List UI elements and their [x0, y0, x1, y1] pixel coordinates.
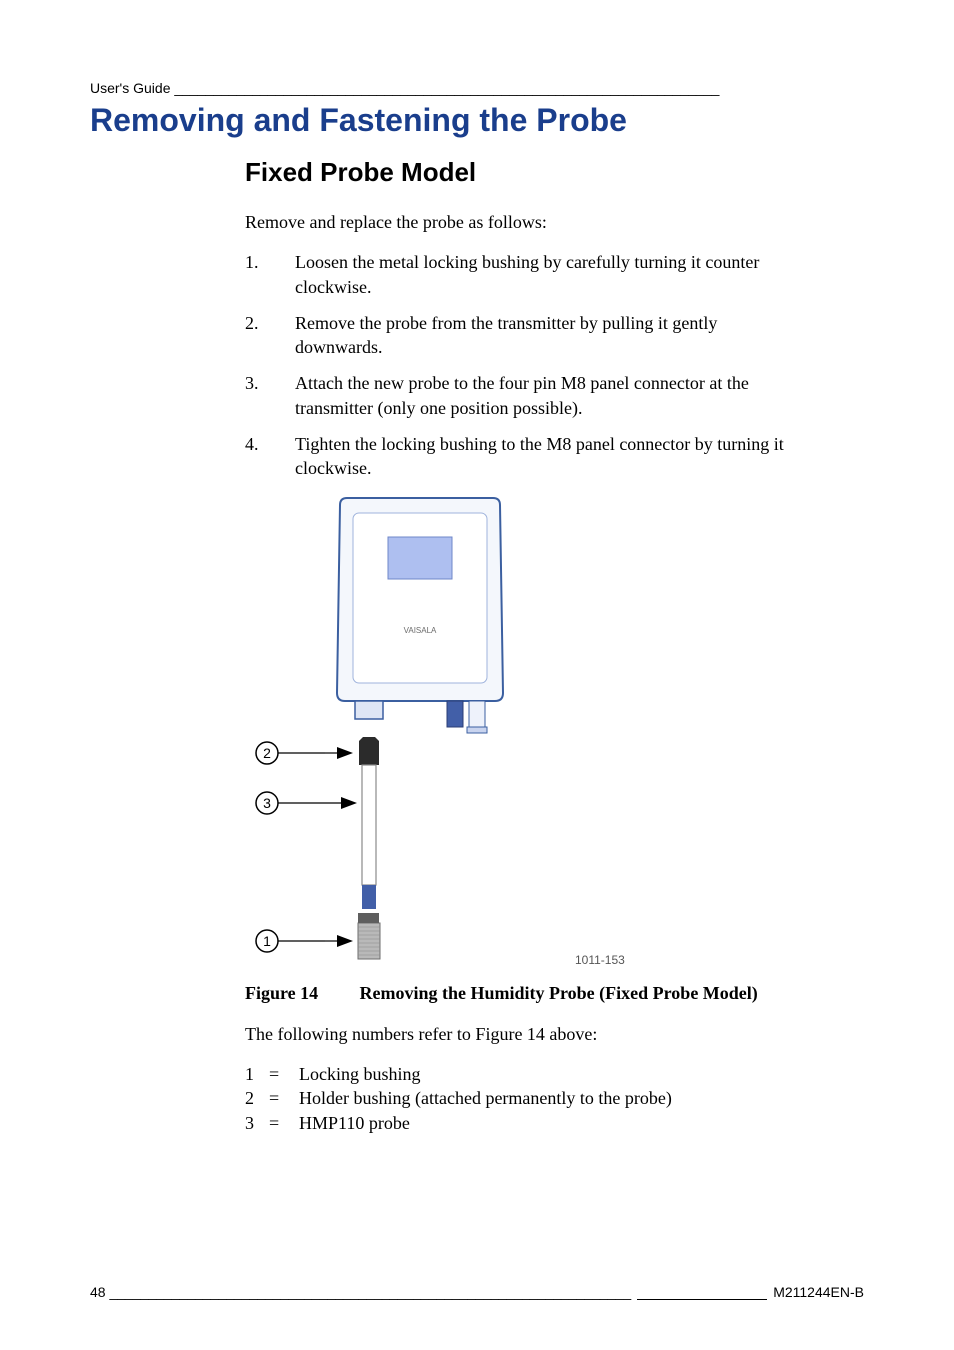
legend-text: Locking bushing — [299, 1062, 805, 1086]
svg-text:2: 2 — [263, 745, 271, 761]
callout-2: 2 — [256, 742, 353, 764]
legend-equals: = — [269, 1062, 299, 1086]
heading-2: Fixed Probe Model — [245, 157, 805, 188]
step-text: Tighten the locking bushing to the M8 pa… — [295, 432, 805, 481]
svg-text:3: 3 — [263, 795, 271, 811]
legend-item: 1 = Locking bushing — [245, 1062, 805, 1086]
doc-id: M211244EN-B — [767, 1284, 864, 1300]
legend-number: 3 — [245, 1111, 269, 1135]
legend-equals: = — [269, 1086, 299, 1110]
step-number: 1. — [245, 250, 295, 299]
step-number: 3. — [245, 371, 295, 420]
legend-text: HMP110 probe — [299, 1111, 805, 1135]
legend-item: 3 = HMP110 probe — [245, 1111, 805, 1135]
page-footer: 48 _____________________________________… — [90, 1299, 864, 1300]
step-item: 4. Tighten the locking bushing to the M8… — [245, 432, 805, 481]
step-item: 1. Loosen the metal locking bushing by c… — [245, 250, 805, 299]
figure-id: 1011-153 — [575, 953, 625, 967]
page: User's Guide ___________________________… — [0, 0, 954, 1350]
callout-3: 3 — [256, 792, 357, 814]
page-number: 48 _____________________________________… — [90, 1284, 637, 1300]
legend-number: 2 — [245, 1086, 269, 1110]
step-item: 2. Remove the probe from the transmitter… — [245, 311, 805, 360]
heading-1: Removing and Fastening the Probe — [90, 102, 864, 139]
body-content: Fixed Probe Model Remove and replace the… — [245, 157, 805, 1135]
figure-caption: Figure 14 Removing the Humidity Probe (F… — [245, 983, 805, 1004]
step-text: Remove the probe from the transmitter by… — [295, 311, 805, 360]
figure-caption-label: Figure 14 — [245, 983, 355, 1004]
step-item: 3. Attach the new probe to the four pin … — [245, 371, 805, 420]
legend-text: Holder bushing (attached permanently to … — [299, 1086, 805, 1110]
running-header: User's Guide ___________________________… — [90, 80, 864, 96]
legend-item: 2 = Holder bushing (attached permanently… — [245, 1086, 805, 1110]
svg-text:1: 1 — [263, 933, 271, 949]
callout-1: 1 — [256, 930, 353, 952]
steps-list: 1. Loosen the metal locking bushing by c… — [245, 250, 805, 480]
legend-number: 1 — [245, 1062, 269, 1086]
figure-illustration: VAISALA — [245, 493, 535, 973]
legend-list: 1 = Locking bushing 2 = Holder bushing (… — [245, 1062, 805, 1135]
step-text: Attach the new probe to the four pin M8 … — [295, 371, 805, 420]
figure-caption-text: Removing the Humidity Probe (Fixed Probe… — [360, 983, 758, 1003]
step-number: 2. — [245, 311, 295, 360]
legend-equals: = — [269, 1111, 299, 1135]
intro-paragraph: Remove and replace the probe as follows: — [245, 210, 805, 234]
device-brand-label: VAISALA — [404, 626, 437, 635]
step-text: Loosen the metal locking bushing by care… — [295, 250, 805, 299]
figure-container: VAISALA — [245, 493, 805, 973]
legend-intro: The following numbers refer to Figure 14… — [245, 1022, 805, 1046]
step-number: 4. — [245, 432, 295, 481]
